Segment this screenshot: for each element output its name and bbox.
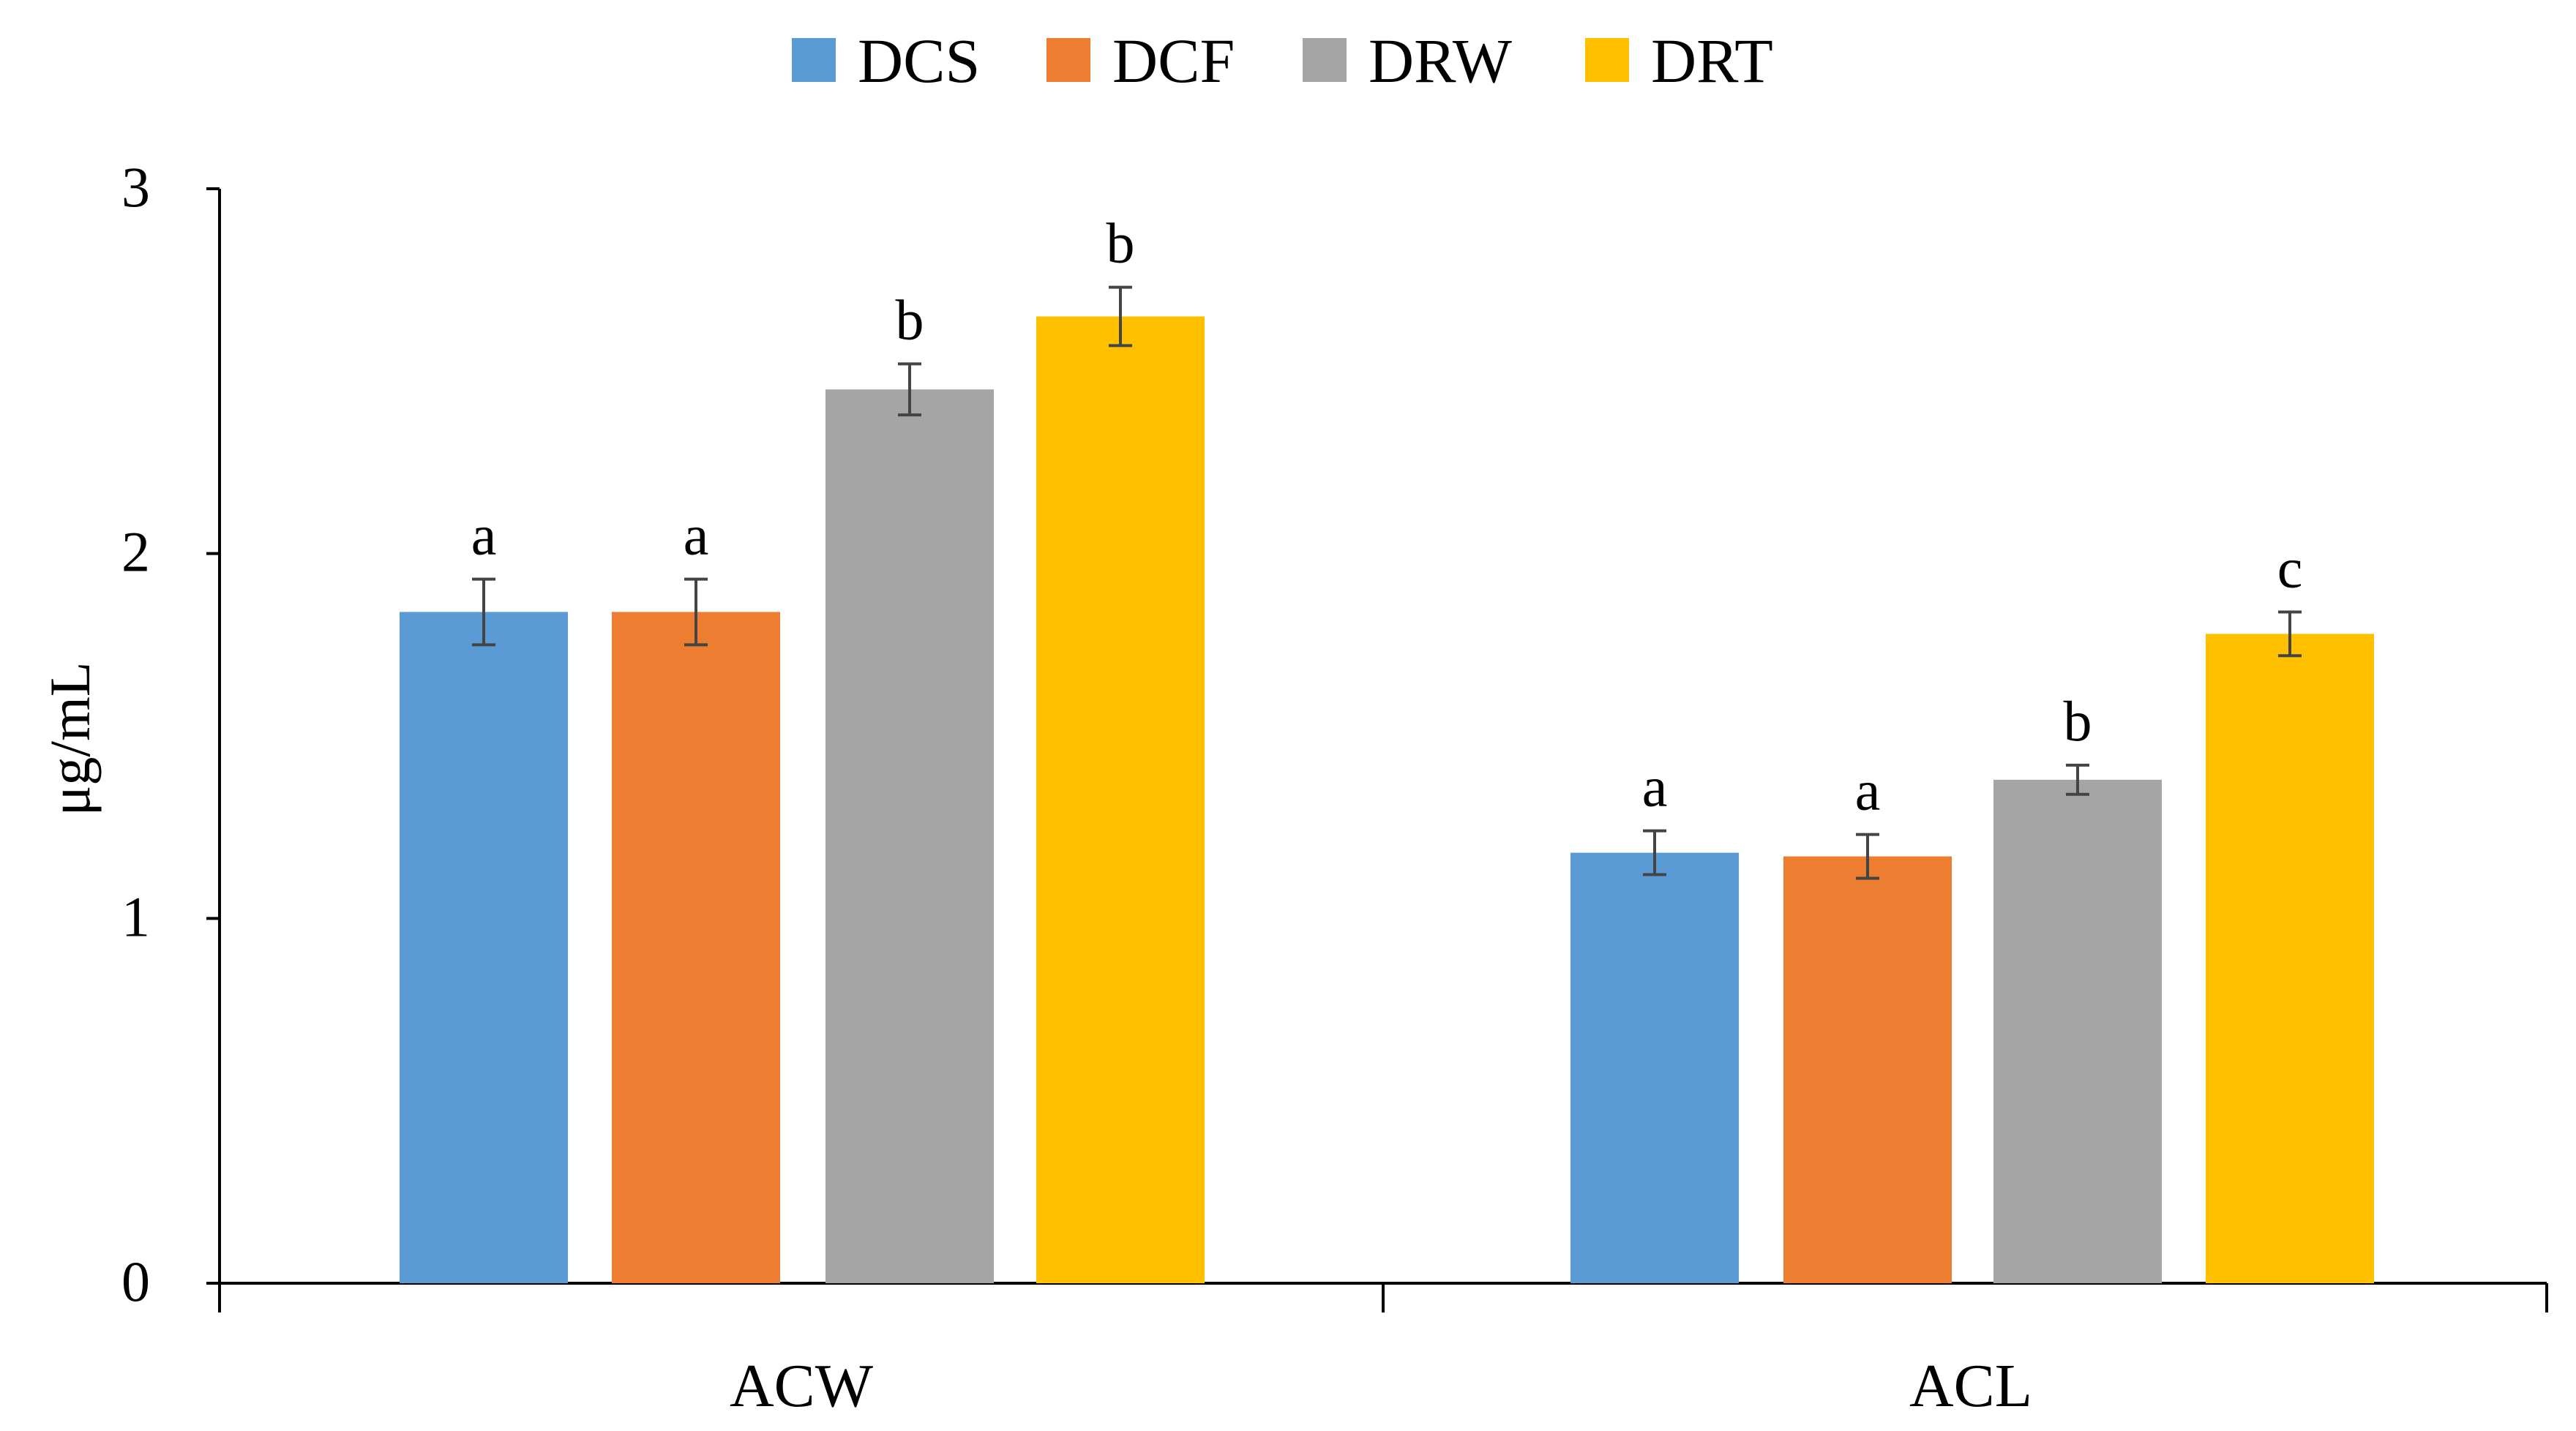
legend: DCS DCF DRW DRT [792, 26, 1773, 96]
legend-label-drt: DRT [1651, 26, 1773, 96]
legend-item-drw: DRW [1303, 26, 1512, 96]
annotation-acl-dcf: a [1855, 759, 1881, 822]
y-tick-label-2: 2 [121, 520, 150, 584]
bars: a a b b a a b c [400, 211, 2374, 1284]
y-tick-label-1: 1 [121, 884, 150, 948]
legend-label-dcf: DCF [1112, 26, 1235, 96]
bar-acl-dcs [1570, 852, 1739, 1283]
bar-acl-dcf [1783, 856, 1952, 1283]
legend-swatch-dcf [1046, 38, 1090, 82]
annotation-acw-drt: b [1107, 211, 1135, 275]
legend-item-drt: DRT [1585, 26, 1773, 96]
y-tick-label-0: 0 [121, 1250, 150, 1313]
legend-label-dcs: DCS [858, 26, 980, 96]
bar-acw-drw [825, 389, 994, 1284]
annotation-acw-dcs: a [471, 503, 497, 567]
bar-acl-drw [1993, 779, 2162, 1283]
y-axis-title: μg/mL [38, 662, 102, 816]
legend-item-dcf: DCF [1046, 26, 1235, 96]
legend-swatch-drw [1303, 38, 1347, 82]
annotation-acl-drt: c [2277, 536, 2303, 599]
x-category-label-acw: ACW [730, 1352, 874, 1420]
legend-label-drw: DRW [1368, 26, 1512, 96]
annotation-acw-dcf: a [684, 503, 709, 567]
annotation-acl-dcs: a [1642, 755, 1668, 819]
legend-swatch-drt [1585, 38, 1629, 82]
y-tick-label-3: 3 [121, 155, 150, 219]
bar-acw-dcf [612, 612, 780, 1283]
axes: 0 1 2 3 μg/mL ACW ACL [38, 155, 2548, 1420]
annotation-acw-drw: b [896, 288, 924, 351]
legend-swatch-dcs [792, 38, 836, 82]
bar-acw-drt [1036, 316, 1205, 1283]
bar-acl-drt [2206, 634, 2374, 1283]
x-category-label-acl: ACL [1909, 1352, 2032, 1420]
bar-acw-dcs [400, 612, 568, 1283]
annotation-acl-drw: b [2064, 689, 2092, 753]
legend-item-dcs: DCS [792, 26, 980, 96]
